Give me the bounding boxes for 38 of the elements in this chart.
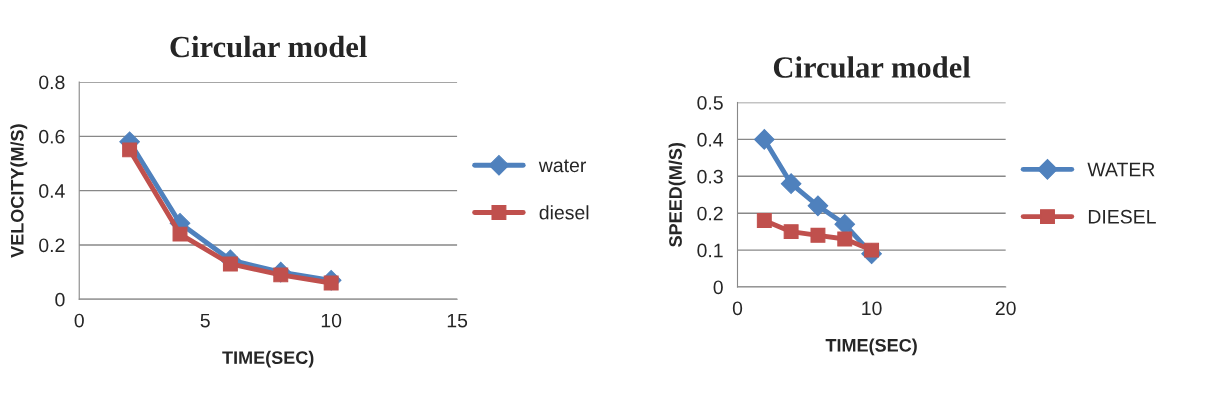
point (172, 226, 188, 242)
y-tick-label: 0.4 (39, 184, 65, 198)
point (222, 256, 238, 272)
y-axis-title: SPEED(M/S) (668, 142, 686, 247)
x-tick-label: 15 (447, 313, 468, 328)
y-tick-label: 0 (713, 280, 723, 295)
point (783, 224, 799, 240)
y-tick-label: 0.6 (39, 129, 65, 144)
point (834, 213, 856, 235)
y-tick-label: 0.8 (39, 75, 65, 90)
chart-title: Circular model (170, 35, 367, 58)
x-tick-label: 10 (321, 313, 342, 328)
point (780, 173, 802, 195)
y-axis-title: VELOCITY(M/S) (10, 124, 28, 258)
x-tick-label: 5 (200, 313, 210, 328)
x-tick-label: 0 (74, 313, 84, 328)
legend-label: diesel (539, 205, 589, 220)
point (810, 227, 826, 243)
y-tick-label: 0.3 (697, 169, 723, 184)
chart-title: Circular model (773, 56, 971, 78)
point (756, 213, 772, 229)
x-tick-label: 20 (995, 301, 1016, 316)
y-tick-label: 0.2 (697, 206, 723, 221)
x-axis-title: TIME(SEC) (825, 338, 917, 356)
legend-label: water (538, 159, 587, 173)
legend-label: DIESEL (1088, 209, 1156, 224)
x-tick-label: 10 (862, 301, 882, 316)
y-tick-label: 0.4 (697, 132, 724, 147)
y-tick-label: 0.1 (697, 243, 723, 258)
x-tick-label: 0 (732, 301, 743, 316)
x-axis-title: TIME(SEC) (222, 350, 314, 368)
point (753, 129, 775, 150)
point (837, 231, 853, 247)
y-tick-label: 0.5 (697, 95, 723, 110)
legend-label: WATER (1087, 162, 1155, 177)
y-tick-label: 0.2 (39, 238, 65, 253)
point (122, 142, 138, 158)
point (807, 195, 829, 217)
